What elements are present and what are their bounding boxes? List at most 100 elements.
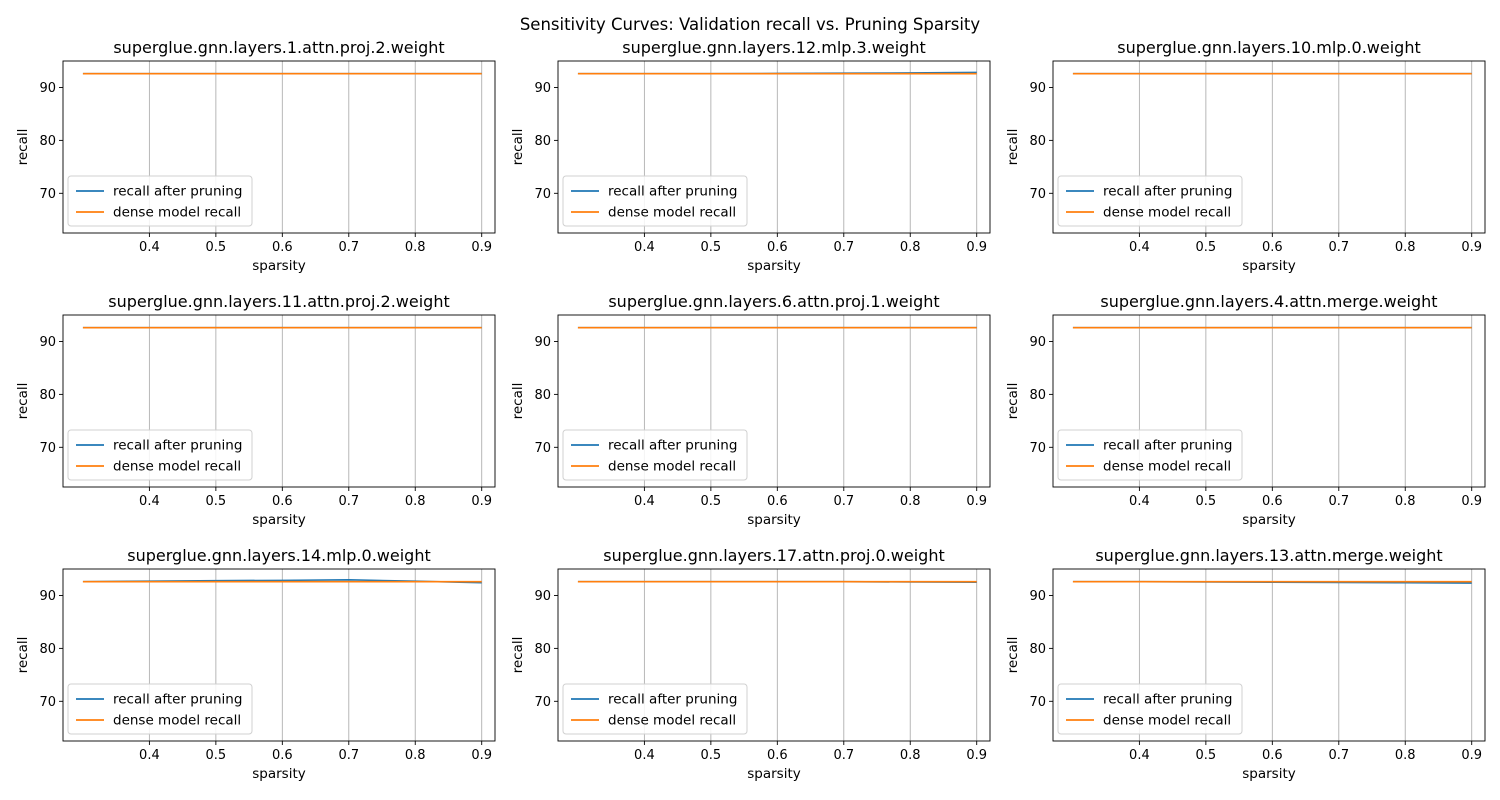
legend-label: recall after pruning [113,692,242,708]
axes-frame [62,60,496,234]
legend-box [67,429,253,481]
y-tick-label: 80 [1029,134,1046,149]
x-tick-label: 0.8 [1395,748,1416,763]
x-tick-label: 0.6 [1262,494,1283,509]
x-tick-label: 0.7 [1328,240,1349,255]
legend: recall after pruning dense model recall [1057,175,1243,227]
axes-frame [557,314,991,488]
legend-label: recall after pruning [1103,438,1232,454]
legend-label: dense model recall [113,459,241,475]
subplot-title: superglue.gnn.layers.4.attn.merge.weight [1100,292,1437,311]
subplot: superglue.gnn.layers.13.attn.merge.weigh… [1005,546,1486,782]
subplot: superglue.gnn.layers.10.mlp.0.weight 0.4 0… [1005,38,1486,274]
axes-frame [557,60,991,234]
x-tick-label: 0.8 [1395,240,1416,255]
x-tick-label: 0.4 [1129,494,1150,509]
legend-box [1057,175,1243,227]
subplot-title: superglue.gnn.layers.10.mlp.0.weight [1117,38,1420,57]
x-tick-label: 0.5 [1196,240,1217,255]
x-tick-label: 0.6 [272,748,293,763]
legend-label: dense model recall [608,713,736,729]
subplot: superglue.gnn.layers.6.attn.proj.1.weigh… [510,292,991,528]
subplot-title: superglue.gnn.layers.1.attn.proj.2.weigh… [113,38,444,57]
legend: recall after pruning dense model recall [67,429,253,481]
y-tick-label: 90 [1029,81,1046,96]
x-tick-label: 0.7 [1328,494,1349,509]
x-tick-label: 0.7 [338,494,359,509]
subplot: superglue.gnn.layers.11.attn.proj.2.weig… [15,292,496,528]
y-tick-label: 80 [1029,642,1046,657]
y-tick-label: 90 [534,335,551,350]
subplot-title: superglue.gnn.layers.17.attn.proj.0.weig… [603,546,944,565]
legend: recall after pruning dense model recall [1057,683,1243,735]
legend-box [67,175,253,227]
legend-label: dense model recall [1103,713,1231,729]
x-axis-label: sparsity [747,766,801,782]
axes-frame [557,568,991,742]
x-tick-label: 0.9 [1461,494,1482,509]
legend-box [562,683,748,735]
x-tick-label: 0.9 [471,494,492,509]
x-tick-label: 0.7 [833,494,854,509]
y-tick-label: 80 [1029,388,1046,403]
y-axis-label: recall [15,383,31,420]
x-tick-label: 0.8 [900,748,921,763]
legend-box [67,683,253,735]
legend-label: recall after pruning [1103,184,1232,200]
y-tick-label: 90 [534,589,551,604]
x-tick-label: 0.8 [405,494,426,509]
x-tick-label: 0.5 [206,494,227,509]
x-tick-label: 0.9 [471,748,492,763]
y-tick-label: 80 [39,134,56,149]
y-axis-label: recall [510,129,526,166]
x-axis-label: sparsity [747,512,801,528]
x-tick-label: 0.7 [1328,748,1349,763]
x-tick-label: 0.8 [405,748,426,763]
subplot: superglue.gnn.layers.17.attn.proj.0.weig… [510,546,991,782]
x-axis-label: sparsity [1242,512,1296,528]
x-tick-label: 0.9 [966,494,987,509]
legend-label: dense model recall [113,713,241,729]
axes-frame [62,568,496,742]
x-tick-label: 0.5 [701,494,722,509]
axes-frame [1052,314,1486,488]
x-tick-label: 0.9 [966,748,987,763]
y-tick-label: 90 [39,335,56,350]
legend-label: recall after pruning [608,184,737,200]
y-tick-label: 70 [39,187,56,202]
legend-label: recall after pruning [608,692,737,708]
legend: recall after pruning dense model recall [67,683,253,735]
legend: recall after pruning dense model recall [562,429,748,481]
x-tick-label: 0.7 [338,240,359,255]
subplot: superglue.gnn.layers.4.attn.merge.weight… [1005,292,1486,528]
x-axis-label: sparsity [1242,766,1296,782]
y-axis-label: recall [15,129,31,166]
x-tick-label: 0.4 [139,748,160,763]
x-tick-label: 0.6 [272,240,293,255]
legend: recall after pruning dense model recall [562,175,748,227]
y-axis-label: recall [510,637,526,674]
x-tick-label: 0.6 [767,240,788,255]
y-axis-label: recall [1005,383,1021,420]
legend-box [562,175,748,227]
x-tick-label: 0.5 [701,748,722,763]
y-axis-label: recall [1005,637,1021,674]
x-tick-label: 0.4 [634,494,655,509]
y-tick-label: 70 [1029,695,1046,710]
legend-label: dense model recall [1103,459,1231,475]
y-tick-label: 80 [39,642,56,657]
x-axis-label: sparsity [252,766,306,782]
y-axis-label: recall [15,637,31,674]
y-tick-label: 90 [534,81,551,96]
y-axis-label: recall [1005,129,1021,166]
legend-box [562,429,748,481]
x-tick-label: 0.8 [1395,494,1416,509]
x-tick-label: 0.6 [1262,240,1283,255]
subplot: superglue.gnn.layers.1.attn.proj.2.weigh… [15,38,496,274]
x-tick-label: 0.7 [338,748,359,763]
axes-frame [1052,60,1486,234]
x-tick-label: 0.9 [471,240,492,255]
legend-box [1057,683,1243,735]
y-tick-label: 70 [534,695,551,710]
y-tick-label: 80 [534,642,551,657]
